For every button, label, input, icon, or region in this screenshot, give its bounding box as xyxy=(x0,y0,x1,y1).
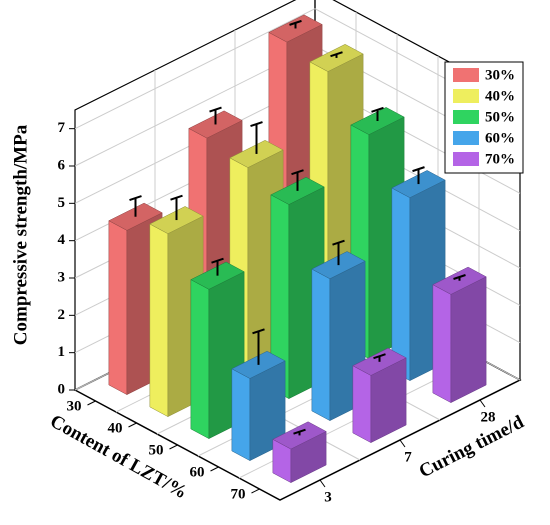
error-bar xyxy=(330,51,343,58)
x-tick xyxy=(210,466,219,472)
error-bar xyxy=(209,106,222,125)
error-cap xyxy=(252,328,265,335)
x-tick xyxy=(87,400,96,406)
error-cap xyxy=(330,51,343,58)
error-cap xyxy=(209,106,222,113)
z-tick-label: 3 xyxy=(58,269,66,285)
error-cap xyxy=(371,106,384,113)
error-cap xyxy=(129,195,142,202)
z-tick-label: 2 xyxy=(58,307,66,323)
error-bar xyxy=(289,19,302,29)
bar-front xyxy=(108,220,128,396)
bar xyxy=(272,421,327,484)
bar-front xyxy=(352,365,372,444)
bar-front xyxy=(190,279,210,440)
error-bar xyxy=(373,353,386,362)
error-cap xyxy=(211,257,224,264)
y-tick xyxy=(479,399,486,408)
bar-front xyxy=(149,223,169,418)
bar xyxy=(352,347,407,444)
legend: 30% 40% 50% 60% 70% xyxy=(444,61,524,174)
z-tick-label: 5 xyxy=(58,195,66,211)
bar-front xyxy=(311,268,331,422)
error-bar xyxy=(332,239,345,266)
legend-label: 70% xyxy=(485,151,515,167)
z-tick-label: 4 xyxy=(58,232,66,248)
z-tick-label: 0 xyxy=(58,381,66,397)
x-tick xyxy=(128,422,137,428)
error-cap xyxy=(170,194,183,201)
legend-label: 40% xyxy=(485,88,515,104)
bar-top xyxy=(190,261,245,290)
legend-label: 30% xyxy=(485,67,515,83)
legend-swatch xyxy=(453,68,479,82)
x-tick-label: 60 xyxy=(190,464,205,480)
error-bar xyxy=(211,257,224,276)
error-bar xyxy=(170,194,183,221)
x-tick xyxy=(169,444,178,450)
bars xyxy=(108,14,487,484)
error-cap xyxy=(291,169,304,176)
legend-label: 60% xyxy=(485,130,515,146)
y-tick xyxy=(319,479,326,488)
error-bar xyxy=(412,166,425,185)
y-tick-label: 3 xyxy=(324,489,332,505)
error-bar xyxy=(371,106,384,121)
grid-line xyxy=(74,8,316,130)
y-tick-label: 7 xyxy=(404,449,412,465)
error-cap xyxy=(373,353,386,360)
bar-side xyxy=(450,276,487,404)
z-tick-label: 6 xyxy=(58,157,66,173)
error-cap xyxy=(453,274,466,280)
y-tick-label: 28 xyxy=(481,409,496,425)
error-cap xyxy=(289,19,302,26)
error-bar xyxy=(293,428,306,436)
error-cap xyxy=(412,166,425,173)
legend-swatch xyxy=(453,110,479,124)
x-tick-label: 30 xyxy=(67,398,82,414)
bar-top xyxy=(272,421,327,450)
bar xyxy=(231,350,286,462)
bar-front xyxy=(231,368,251,462)
y-tick xyxy=(399,439,406,448)
y-axis-label: Curing time/d xyxy=(416,411,528,482)
bar-top xyxy=(188,110,243,139)
z-axis-label: Compressive strength/MPa xyxy=(10,124,31,345)
error-cap xyxy=(332,239,345,246)
bar-front xyxy=(432,284,452,404)
bar xyxy=(432,266,487,404)
x-tick-label: 70 xyxy=(231,486,246,502)
error-bar xyxy=(291,169,304,191)
legend-label: 50% xyxy=(485,109,515,125)
error-bar xyxy=(250,121,263,154)
x-tick-label: 50 xyxy=(149,442,164,458)
legend-swatch xyxy=(453,89,479,103)
legend-swatch xyxy=(453,152,479,166)
z-tick-label: 1 xyxy=(58,344,66,360)
legend-swatch xyxy=(453,131,479,145)
error-bar xyxy=(129,195,142,217)
x-tick-label: 40 xyxy=(108,420,123,436)
error-cap xyxy=(250,121,263,128)
error-cap xyxy=(293,428,306,435)
error-bar xyxy=(453,274,466,281)
z-tick-label: 7 xyxy=(58,120,66,136)
error-bar xyxy=(252,328,265,365)
x-tick xyxy=(251,488,260,494)
